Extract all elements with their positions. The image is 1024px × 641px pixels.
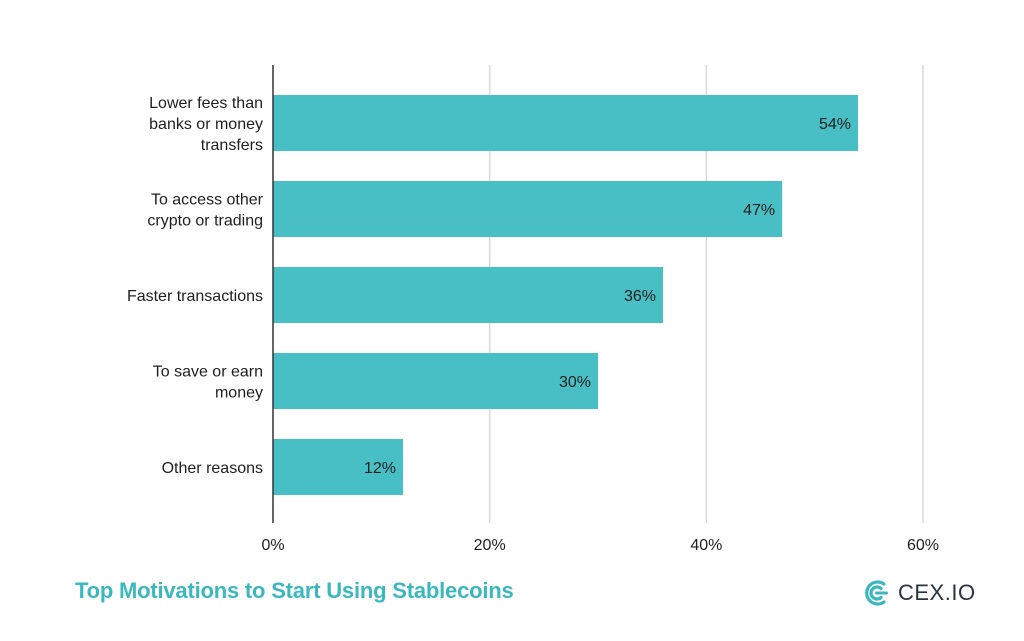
data-label: 54%: [819, 116, 851, 133]
data-label: 36%: [624, 288, 656, 305]
bar-chart: 54% 47% 36% 30% 12% Lower fees than banks or …: [127, 65, 939, 554]
category-label-line: crypto or trading: [147, 213, 263, 230]
bar: [273, 353, 598, 409]
category-label-line: Lower fees than: [149, 95, 263, 112]
bar: [273, 439, 403, 495]
bar: [273, 95, 858, 151]
x-tick-label: 0%: [261, 537, 284, 554]
category-labels: Lower fees than banks or money transfers To…: [127, 95, 264, 477]
x-tick-label: 20%: [474, 537, 506, 554]
category-label: To save or earn money: [153, 364, 263, 402]
x-tick-label: 60%: [907, 537, 939, 554]
bars: 54% 47% 36% 30% 12%: [273, 95, 858, 495]
category-label-line: money: [215, 385, 263, 402]
category-label-line: banks or money: [149, 116, 263, 133]
bar: [273, 181, 783, 237]
data-label: 47%: [743, 202, 775, 219]
category-label: To access other crypto or trading: [147, 192, 263, 230]
brand-logo: CEX.IO: [862, 578, 976, 608]
category-label: Other reasons: [162, 460, 263, 477]
x-tick-label: 40%: [690, 537, 722, 554]
category-label-line: Other reasons: [162, 460, 263, 477]
category-label-line: To access other: [151, 192, 264, 209]
data-label: 30%: [559, 374, 591, 391]
bar: [273, 267, 663, 323]
category-label-line: Faster transactions: [127, 288, 263, 305]
brand-name: CEX.IO: [898, 580, 976, 605]
category-label: Faster transactions: [127, 288, 263, 305]
x-tick-labels: 0% 20% 40% 60%: [261, 537, 939, 554]
chart-title: Top Motivations to Start Using Stablecoi…: [75, 578, 514, 603]
data-label: 12%: [364, 460, 396, 477]
category-label-line: transfers: [201, 137, 263, 154]
category-label: Lower fees than banks or money transfers: [149, 95, 263, 154]
cexio-logo-icon: [865, 580, 888, 606]
category-label-line: To save or earn: [153, 364, 263, 381]
